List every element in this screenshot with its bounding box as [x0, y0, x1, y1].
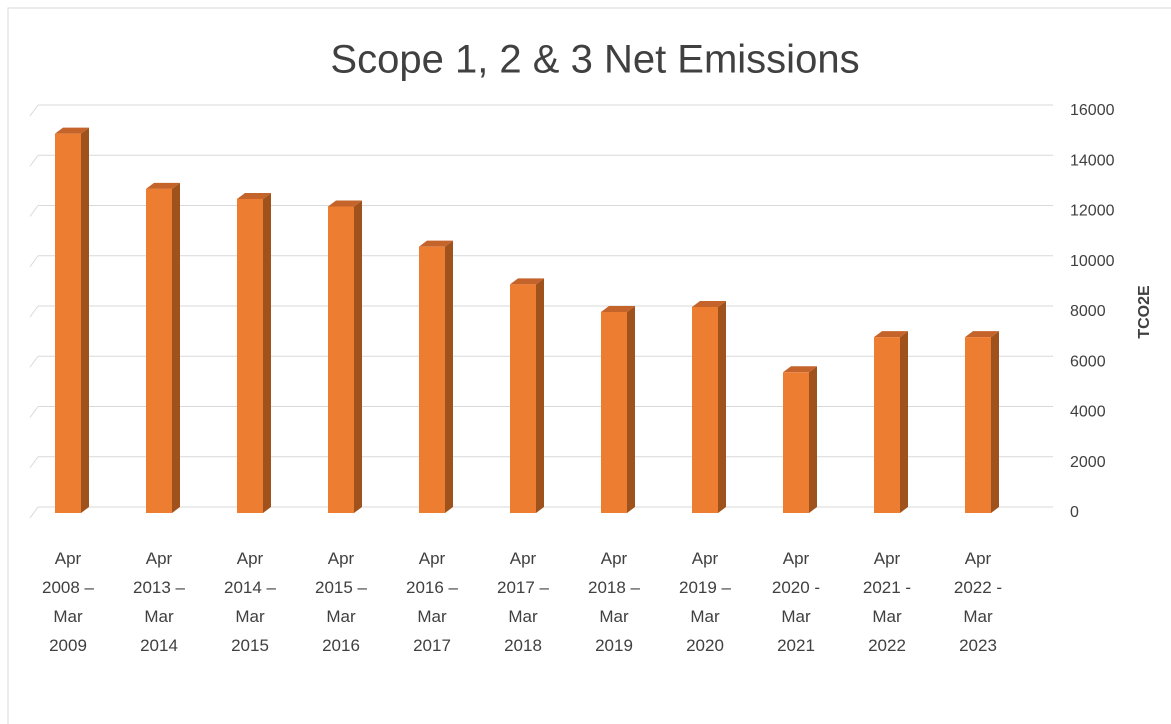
grid-floor-line [29, 305, 39, 318]
grid-floor-line [29, 255, 39, 268]
bar [419, 246, 445, 514]
y-tick-label: 16000 [1070, 102, 1115, 119]
y-tick-label: 2000 [1070, 454, 1106, 471]
bar-side [900, 331, 908, 513]
x-tick-label: Apr 2018 – Mar 2019 [588, 549, 640, 655]
y-tick-label: 10000 [1070, 253, 1115, 270]
bar [510, 284, 536, 513]
y-tick-label: 6000 [1070, 353, 1106, 370]
bar [601, 312, 627, 513]
bar [55, 133, 81, 514]
bar-top [874, 331, 908, 338]
y-tick-label: 8000 [1070, 303, 1106, 320]
y-axis-label: TCO2E [1136, 285, 1153, 339]
y-tick-label: 14000 [1070, 152, 1115, 169]
bar-side [172, 182, 180, 513]
bar-side [354, 200, 362, 513]
chart-title: Scope 1, 2 & 3 Net Emissions [330, 38, 859, 82]
bar [692, 306, 718, 513]
bar-top [419, 240, 453, 247]
bar [237, 198, 263, 513]
bar-top [510, 278, 544, 285]
bar-side [536, 278, 544, 513]
bar-side [809, 366, 817, 513]
x-tick-label: Apr 2021 - Mar 2022 [862, 549, 912, 655]
grid-floor-line [29, 355, 39, 368]
bar-top [601, 306, 635, 312]
grid-floor-line [29, 456, 39, 469]
bar-top [328, 200, 362, 207]
bar-side [718, 300, 726, 513]
x-tick-label: Apr 2014 – Mar 2015 [224, 549, 276, 655]
x-tick-label: Apr 2017 – Mar 2018 [497, 549, 549, 655]
x-tick-label: Apr 2019 – Mar 2020 [679, 549, 731, 655]
y-tick-label: 12000 [1070, 203, 1115, 220]
x-tick-label: Apr 2020 - Mar 2021 [771, 549, 821, 655]
x-tick-label: Apr 2016 – Mar 2017 [406, 549, 458, 655]
bar-top [783, 366, 817, 373]
bar-top [146, 182, 180, 189]
bar-side [263, 192, 271, 513]
bar-side [445, 240, 453, 514]
y-tick-label: 0 [1070, 504, 1079, 521]
bar-top [692, 300, 726, 307]
bar [874, 337, 900, 513]
bar-top [237, 192, 271, 199]
bar [965, 337, 991, 513]
grid-floor-line [29, 104, 39, 117]
bar [146, 188, 172, 513]
bar [783, 372, 809, 513]
x-tick-label: Apr 2013 – Mar 2014 [133, 549, 185, 655]
grid-floor-line [29, 506, 39, 519]
grid-floor-line [29, 205, 39, 217]
bar-side [991, 331, 999, 513]
x-tick-label: Apr 2022 - Mar 2023 [953, 549, 1003, 655]
bar-top [965, 331, 999, 338]
grid-floor-line [29, 154, 39, 167]
bar-top [55, 127, 89, 134]
bar [328, 206, 354, 513]
y-tick-label: 4000 [1070, 404, 1106, 421]
x-tick-label: Apr 2008 – Mar 2009 [42, 549, 94, 655]
grid-floor-line [29, 406, 39, 418]
bar-side [81, 127, 89, 514]
x-tick-label: Apr 2015 – Mar 2016 [315, 549, 367, 655]
bar-side [627, 306, 635, 513]
